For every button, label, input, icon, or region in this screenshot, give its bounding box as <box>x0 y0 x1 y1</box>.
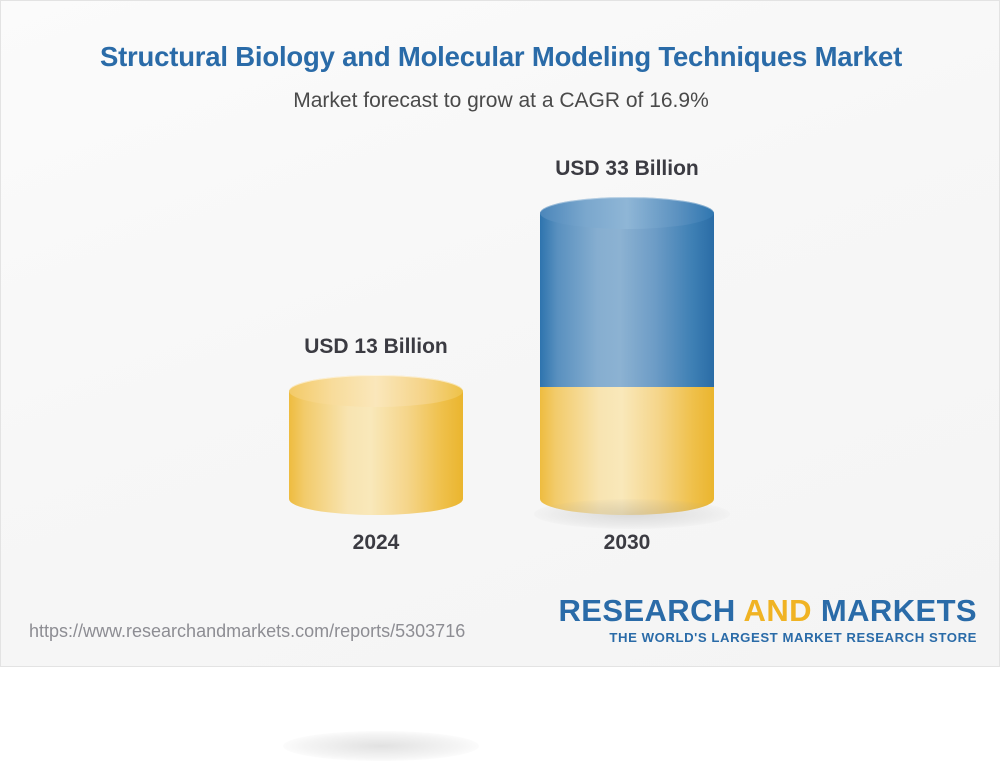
brand-word-and: AND <box>743 592 812 628</box>
brand-word-research: RESEARCH <box>558 592 744 628</box>
brand-logo: RESEARCH AND MARKETS THE WORLD'S LARGEST… <box>559 595 978 644</box>
bar-cylinder-2024 <box>283 375 479 761</box>
brand-word-markets: MARKETS <box>811 592 977 628</box>
page-subtitle: Market forecast to grow at a CAGR of 16.… <box>293 89 709 112</box>
bar-cylinder-2030 <box>534 197 730 529</box>
bar-2024-top-cap <box>289 375 463 407</box>
category-label-2024: 2024 <box>352 531 400 554</box>
value-label-2030: USD 33 Billion <box>555 157 699 180</box>
brand-wordmark: RESEARCH AND MARKETS <box>559 595 978 626</box>
value-label-2024: USD 13 Billion <box>304 335 448 358</box>
report-url[interactable]: https://www.researchandmarkets.com/repor… <box>29 621 466 641</box>
brand-tagline: THE WORLD'S LARGEST MARKET RESEARCH STOR… <box>609 629 977 645</box>
chart-plot-area: USD 13 Billion 2024 USD 33 Billion 2030 <box>1 131 1000 761</box>
bar-2030-blue-segment <box>540 212 714 388</box>
bar-2030-top-cap <box>540 197 714 229</box>
bar-2030-gold-segment <box>540 387 714 515</box>
bar-2024-ground-shadow <box>283 731 479 761</box>
page-title: Structural Biology and Molecular Modelin… <box>99 41 903 72</box>
category-label-2030: 2030 <box>603 531 651 554</box>
bar-2024-body <box>289 390 463 515</box>
